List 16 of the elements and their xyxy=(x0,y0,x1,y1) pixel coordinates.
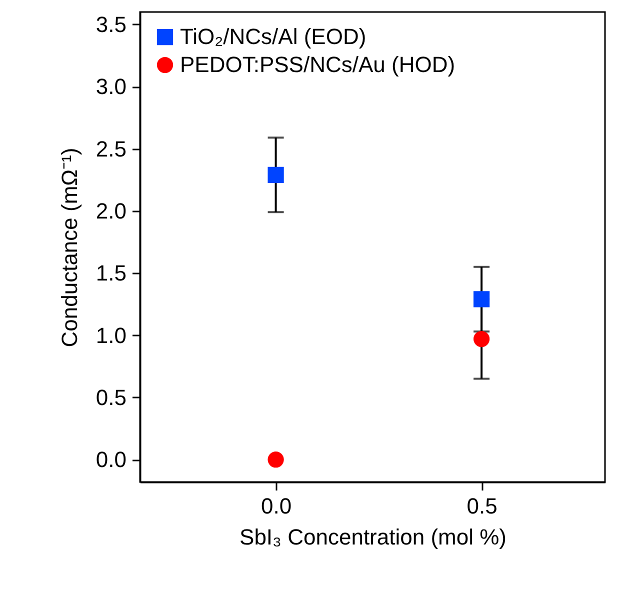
y-tick-label: 0.0 xyxy=(96,447,126,472)
y-tick-label: 3.0 xyxy=(96,74,126,100)
y-axis-title: Conductance (mΩ⁻¹) xyxy=(56,148,82,348)
point xyxy=(268,166,284,183)
y-tick-label: 2.5 xyxy=(96,136,126,162)
point xyxy=(268,452,284,468)
x-axis-title: SbI₃ Concentration (mol %) xyxy=(240,524,506,550)
y-tick-label: 3.5 xyxy=(96,12,126,37)
y-tick-label: 0.5 xyxy=(96,384,126,410)
legend-label: PEDOT:PSS/NCs/Au (HOD) xyxy=(180,52,456,77)
point xyxy=(473,291,490,308)
y-tick-label: 1.0 xyxy=(96,322,126,348)
point xyxy=(473,330,490,348)
legend-label: TiO₂/NCs/Al (EOD) xyxy=(180,24,366,49)
y-tick-label: 1.5 xyxy=(96,260,126,286)
y-tick-label: 2.0 xyxy=(96,198,126,224)
